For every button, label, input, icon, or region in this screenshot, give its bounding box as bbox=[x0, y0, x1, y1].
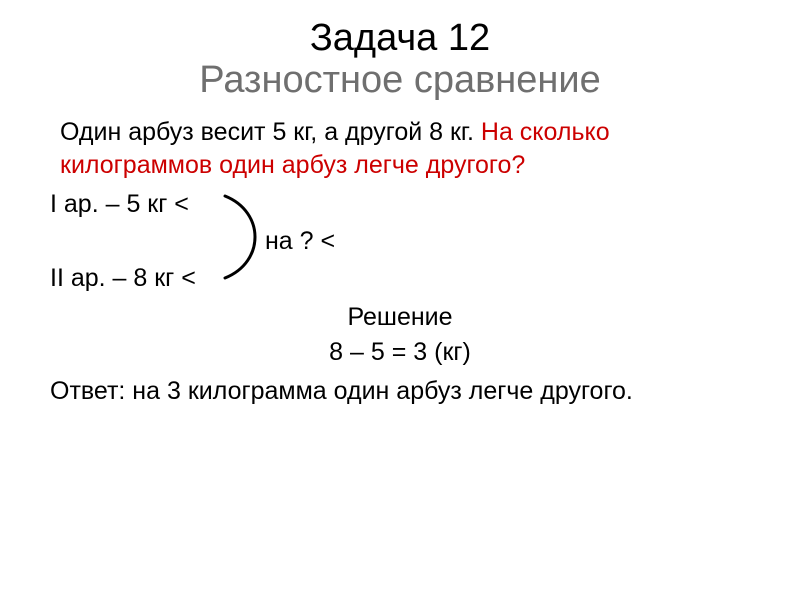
solution-title: Решение bbox=[50, 301, 750, 334]
given-block: I ар. – 5 кг < на ? < II ар. – 8 кг < bbox=[50, 188, 750, 295]
slide: Задача 12 Разностное сравнение Один арбу… bbox=[0, 0, 800, 600]
solution-expression: 8 – 5 = 3 (кг) bbox=[50, 336, 750, 369]
given-row-middle: на ? < bbox=[265, 225, 750, 258]
given-row-2: II ар. – 8 кг < bbox=[50, 262, 750, 295]
problem-statement: Один арбуз весит 5 кг, а другой 8 кг. bbox=[60, 118, 481, 146]
answer-text: Ответ: на 3 килограмма один арбуз легче … bbox=[50, 375, 750, 408]
title-line2: Разностное сравнение bbox=[50, 60, 750, 102]
given-row-1: I ар. – 5 кг < bbox=[50, 188, 750, 221]
title-block: Задача 12 Разностное сравнение bbox=[50, 18, 750, 102]
problem-text: Один арбуз весит 5 кг, а другой 8 кг. На… bbox=[60, 116, 750, 182]
title-line1: Задача 12 bbox=[50, 18, 750, 60]
body: Один арбуз весит 5 кг, а другой 8 кг. На… bbox=[50, 116, 750, 408]
